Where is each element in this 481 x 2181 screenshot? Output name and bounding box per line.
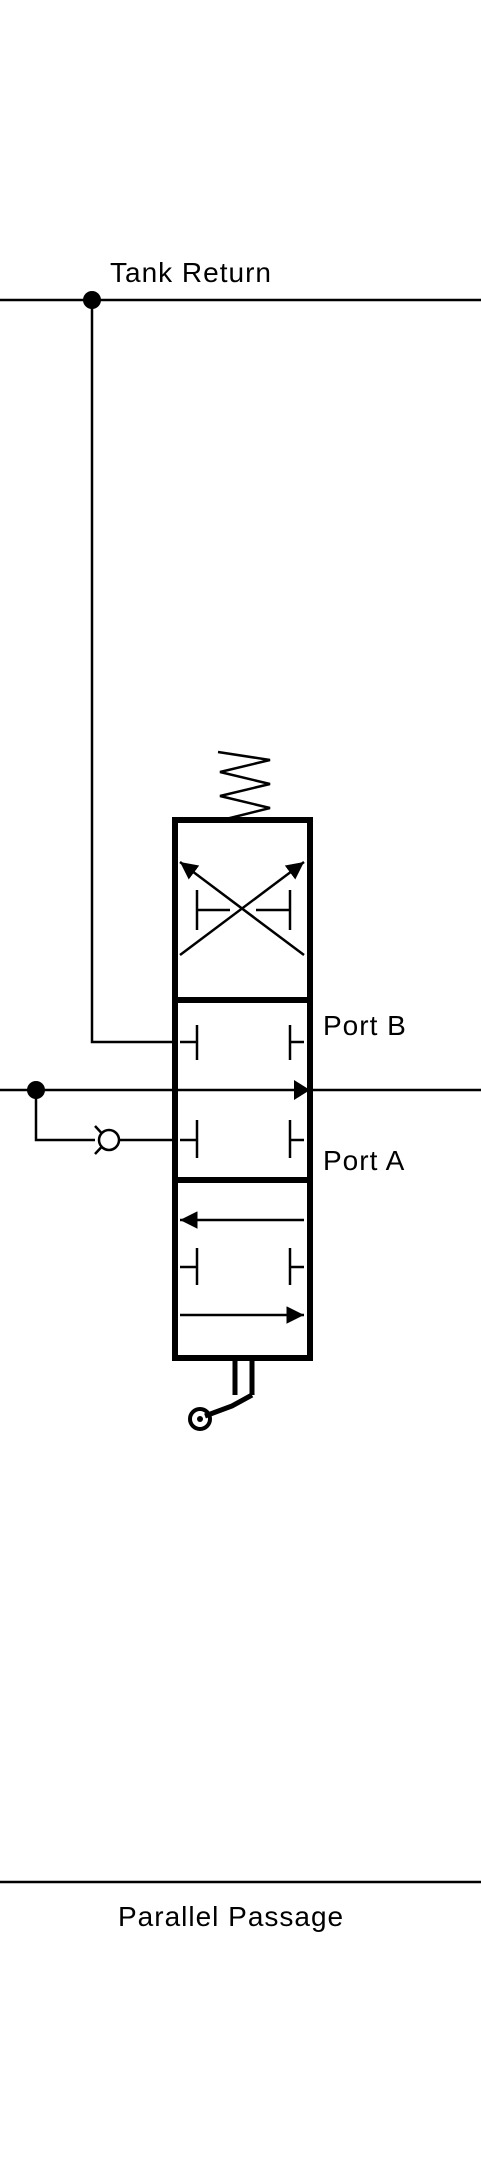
envelope-parallel bbox=[180, 1211, 304, 1324]
parallel-passage-label: Parallel Passage bbox=[118, 1901, 344, 1932]
envelope-center bbox=[180, 1025, 304, 1158]
envelope-crossed bbox=[179, 861, 305, 956]
lever-icon bbox=[188, 1361, 255, 1431]
spring-icon bbox=[217, 750, 271, 822]
port-a-label: Port A bbox=[323, 1145, 405, 1176]
pressure-inlet-arrow bbox=[294, 1080, 310, 1100]
check-valve-icon bbox=[94, 1125, 121, 1155]
tank-return-label: Tank Return bbox=[110, 257, 272, 288]
tank-drop-line bbox=[90, 300, 175, 1044]
check-valve-branch bbox=[34, 1090, 95, 1142]
directional-valve bbox=[172, 817, 313, 1361]
port-b-label: Port B bbox=[323, 1010, 407, 1041]
